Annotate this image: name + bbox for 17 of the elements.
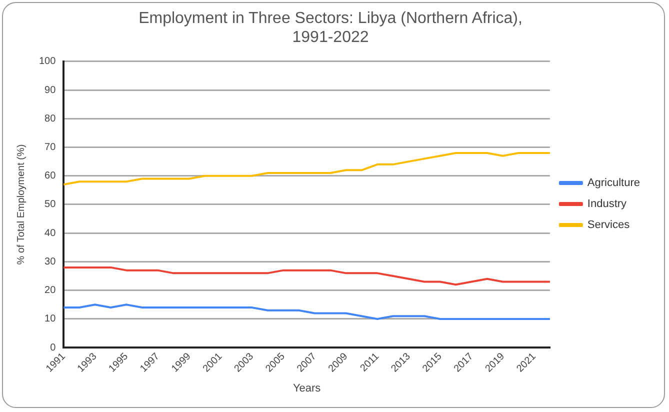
legend-label: Agriculture: [587, 177, 640, 190]
legend-label: Industry: [587, 198, 628, 210]
y-tick-label: 30: [44, 256, 56, 268]
y-tick-label: 90: [44, 84, 56, 96]
y-tick-label: 60: [44, 170, 56, 182]
x-axis-title: Years: [292, 382, 322, 394]
y-tick-label: 0: [50, 342, 56, 354]
y-axis-title: % of Total Employment (%): [16, 144, 27, 265]
y-tick-label: 20: [44, 285, 56, 296]
y-tick-label: 80: [44, 113, 56, 124]
legend-label: Services: [587, 219, 630, 232]
y-tick-label: 70: [44, 142, 56, 154]
y-tick-label: 40: [44, 228, 56, 239]
y-tick-label: 10: [44, 314, 56, 325]
y-tick-label: 50: [44, 199, 56, 210]
y-tick-label: 100: [38, 56, 56, 68]
chart-title: Employment in Three Sectors: Libya (Northern Africa), 1991-2022: [138, 10, 522, 46]
